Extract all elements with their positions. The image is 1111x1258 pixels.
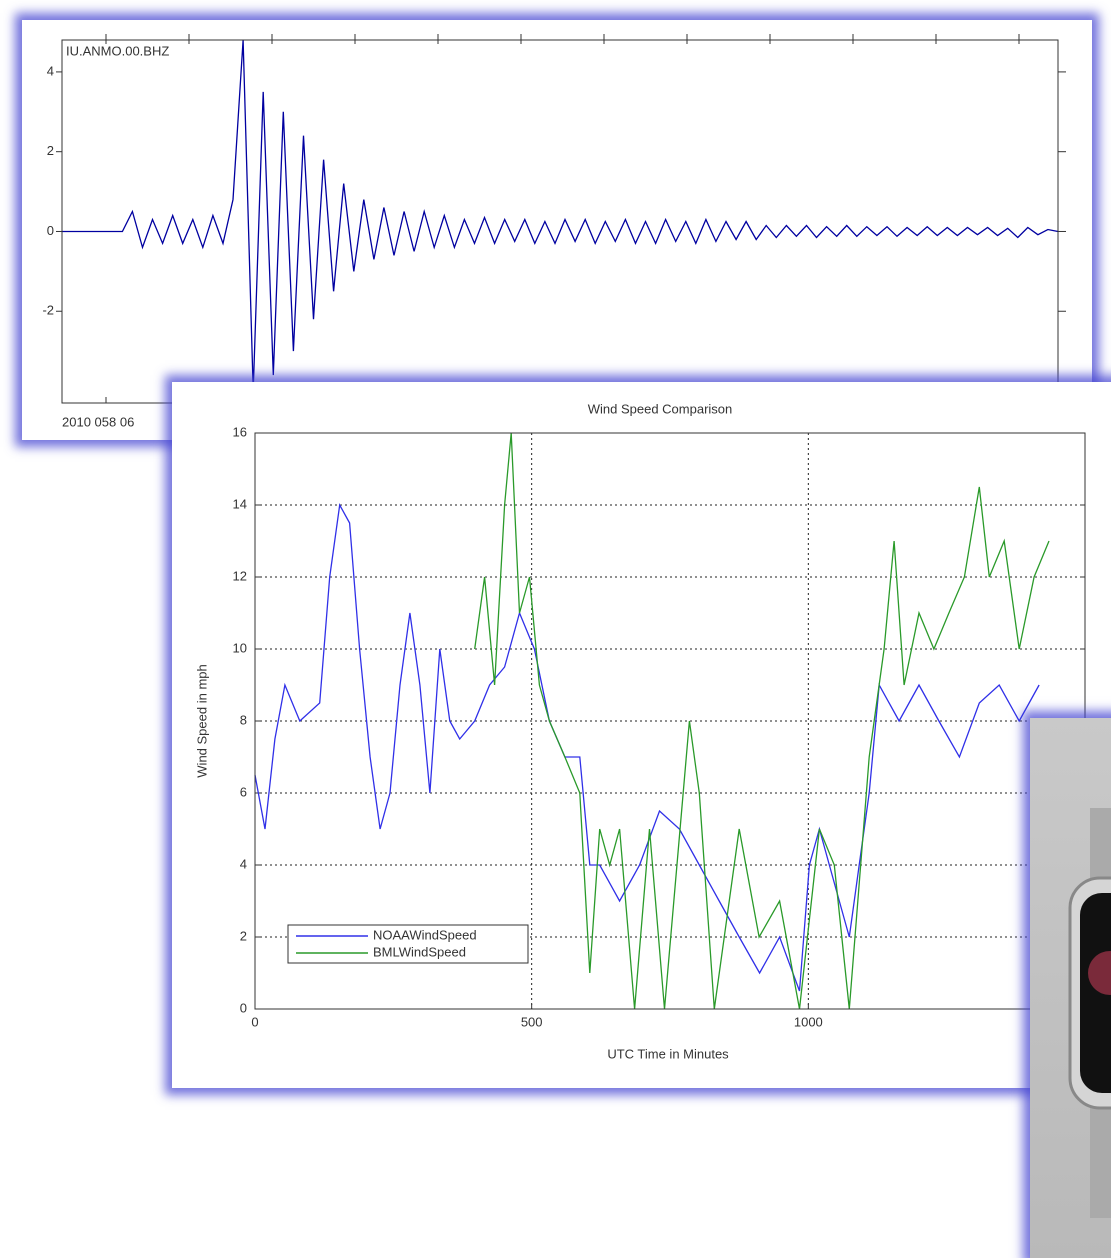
y-tick-label: 0	[47, 223, 54, 238]
x-tick-label: 500	[521, 1014, 543, 1029]
x-axis-label: UTC Time in Minutes	[607, 1046, 729, 1061]
y-tick-label: 16	[233, 424, 247, 439]
x-tick-label: 1000	[794, 1014, 823, 1029]
y-tick-label: 2	[47, 143, 54, 158]
chart-title: Wind Speed Comparison	[588, 401, 733, 416]
wind-chart: 0246810121416050010001500Wind Speed Comp…	[172, 382, 1111, 1088]
watch-photo	[1030, 718, 1111, 1258]
y-tick-label: 10	[233, 640, 247, 655]
legend-label: NOAAWindSpeed	[373, 927, 477, 942]
line-series	[62, 40, 1058, 391]
seismogram-chart: -2 0 2 4 IU.ANMO.00.BHZ 2010 058 06	[22, 20, 1092, 440]
y-tick-label: 4	[47, 63, 54, 78]
y-tick-label: 2	[240, 928, 247, 943]
page: -2 0 2 4 IU.ANMO.00.BHZ 2010 058 06 0 2 4 6 8 10 12…	[0, 0, 1111, 1248]
y-axis-label: Wind Speed in mph	[194, 664, 209, 777]
x-tick-label: 0	[251, 1014, 258, 1029]
wind-panel: 0246810121416050010001500Wind Speed Comp…	[172, 382, 1111, 1088]
line-series	[255, 505, 1039, 991]
watch-image	[1030, 718, 1111, 1258]
y-tick-label: 14	[233, 496, 247, 511]
watch-band	[1090, 1098, 1111, 1218]
y-tick-label: -2	[42, 303, 54, 318]
y-tick-label: 12	[233, 568, 247, 583]
y-tick-label: 0	[240, 1000, 247, 1015]
legend-label: BMLWindSpeed	[373, 944, 466, 959]
y-tick-label: 8	[240, 712, 247, 727]
y-tick-label: 4	[240, 856, 247, 871]
x-axis-label: 2010 058 06	[62, 414, 134, 429]
seismogram-panel: -2 0 2 4 IU.ANMO.00.BHZ 2010 058 06	[22, 20, 1092, 440]
trace-label: IU.ANMO.00.BHZ	[66, 43, 169, 58]
y-tick-label: 6	[240, 784, 247, 799]
